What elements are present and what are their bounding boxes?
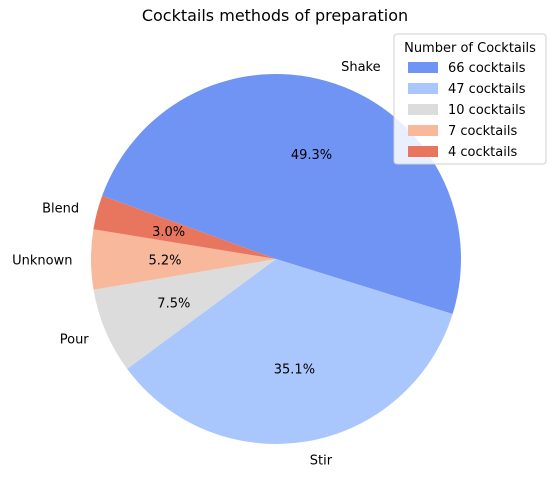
legend-swatch [408, 104, 438, 115]
legend-entry: 7 cocktails [448, 124, 517, 139]
legend-swatch [408, 62, 438, 73]
legend-entry: 4 cocktails [448, 145, 517, 160]
slice-label-stir: Stir [310, 454, 333, 469]
legend-swatch [408, 83, 438, 94]
legend-entry: 10 cocktails [448, 103, 526, 118]
legend: Number of Cocktails 66 cocktails 47 cockt… [394, 34, 546, 164]
percent-label-unknown: 5.2% [148, 253, 181, 268]
legend-title: Number of Cocktails [404, 41, 536, 56]
percent-label-shake: 49.3% [291, 148, 332, 163]
legend-entry: 47 cocktails [448, 82, 526, 97]
slice-label-unknown: Unknown [12, 254, 72, 269]
legend-entry: 66 cocktails [448, 61, 526, 76]
slice-label-pour: Pour [60, 332, 90, 347]
slice-label-shake: Shake [341, 60, 381, 75]
chart-title: Cocktails methods of preparation [142, 6, 408, 25]
slice-label-blend: Blend [42, 202, 79, 217]
percent-label-blend: 3.0% [152, 225, 185, 240]
legend-swatch [408, 125, 438, 136]
percent-label-pour: 7.5% [157, 296, 190, 311]
percent-label-stir: 35.1% [274, 362, 315, 377]
legend-swatch [408, 146, 438, 157]
